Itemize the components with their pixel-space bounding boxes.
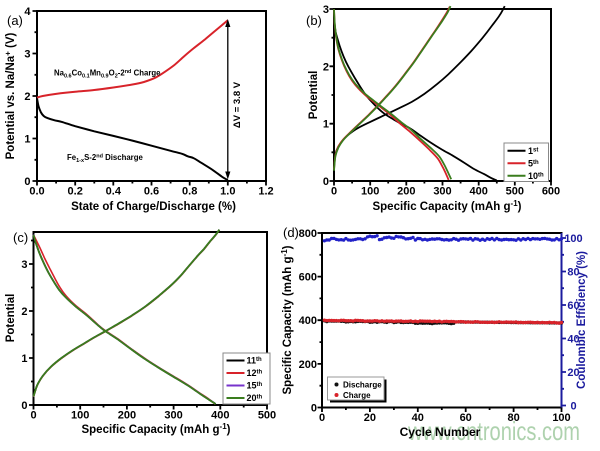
svg-text:20: 20 (364, 412, 376, 424)
svg-text:1: 1 (24, 134, 30, 146)
svg-text:100: 100 (552, 412, 570, 424)
svg-text:60: 60 (567, 300, 579, 312)
svg-text:200: 200 (299, 359, 317, 371)
svg-text:600: 600 (542, 186, 560, 198)
svg-text:800: 800 (299, 228, 317, 240)
svg-text:Potential: Potential (308, 71, 320, 120)
svg-text:Discharge: Discharge (343, 381, 382, 390)
svg-text:4: 4 (24, 6, 31, 18)
svg-text:0: 0 (311, 403, 317, 415)
svg-text:100: 100 (564, 233, 582, 245)
svg-text:Coulombic Efficiency (%): Coulombic Efficiency (%) (576, 251, 588, 389)
svg-text:(c): (c) (13, 230, 28, 245)
svg-text:3: 3 (323, 4, 329, 16)
svg-text:2: 2 (323, 61, 329, 73)
svg-text:Cycle Number: Cycle Number (400, 425, 481, 439)
svg-text:40: 40 (567, 334, 579, 346)
svg-text:1.2: 1.2 (258, 186, 273, 198)
svg-text:40: 40 (412, 412, 424, 424)
svg-text:Charge: Charge (343, 391, 371, 400)
svg-text:400: 400 (470, 186, 488, 198)
svg-text:0: 0 (319, 412, 325, 424)
svg-text:(d): (d) (283, 225, 299, 240)
svg-text:0: 0 (331, 186, 337, 198)
svg-text:Specific Capacity (mAh g-1): Specific Capacity (mAh g-1) (280, 245, 294, 394)
svg-text:0.6: 0.6 (144, 186, 159, 198)
svg-text:20: 20 (567, 367, 579, 379)
svg-text:1: 1 (21, 353, 27, 365)
svg-text:2: 2 (24, 91, 30, 103)
svg-text:0.8: 0.8 (182, 186, 197, 198)
svg-text:300: 300 (433, 186, 451, 198)
svg-text:80: 80 (507, 412, 519, 424)
svg-text:1.0: 1.0 (220, 186, 235, 198)
svg-text:500: 500 (506, 186, 524, 198)
svg-text:0.0: 0.0 (29, 186, 44, 198)
svg-text:3: 3 (24, 49, 30, 61)
svg-text:(a): (a) (7, 13, 23, 28)
svg-text:60: 60 (460, 412, 472, 424)
svg-text:Fe1-xS-2nd Discharge: Fe1-xS-2nd Discharge (67, 153, 143, 164)
svg-text:Potential vs. Na/Na+ (V): Potential vs. Na/Na+ (V) (4, 32, 18, 159)
svg-text:1st: 1st (528, 146, 538, 156)
svg-text:5th: 5th (528, 159, 539, 169)
svg-text:Na0.6Co0.1Mn0.9O2-2nd Charge: Na0.6Co0.1Mn0.9O2-2nd Charge (54, 69, 161, 80)
svg-text:0: 0 (30, 410, 36, 422)
svg-text:100: 100 (361, 186, 379, 198)
svg-text:State of Charge/Discharge (%): State of Charge/Discharge (%) (71, 201, 236, 213)
svg-text:200: 200 (397, 186, 415, 198)
svg-text:500: 500 (258, 410, 276, 422)
svg-text:Specific Capacity (mAh g-1): Specific Capacity (mAh g-1) (372, 199, 521, 213)
svg-text:100: 100 (71, 410, 89, 422)
svg-text:Potential: Potential (5, 294, 17, 343)
svg-text:0.2: 0.2 (68, 186, 83, 198)
svg-text:400: 400 (299, 315, 317, 327)
svg-text:ΔV = 3.8 V: ΔV = 3.8 V (232, 81, 243, 128)
svg-text:200: 200 (118, 410, 136, 422)
svg-text:80: 80 (567, 267, 579, 279)
svg-text:20th: 20th (247, 393, 263, 403)
svg-text:11th: 11th (247, 356, 263, 366)
svg-text:3: 3 (21, 259, 27, 271)
svg-text:10th: 10th (528, 171, 544, 181)
svg-text:(b): (b) (306, 13, 322, 28)
svg-text:600: 600 (299, 272, 317, 284)
svg-text:0: 0 (323, 176, 329, 188)
svg-text:300: 300 (164, 410, 182, 422)
svg-text:0: 0 (570, 401, 576, 413)
svg-text:1: 1 (323, 119, 329, 131)
svg-text:12th: 12th (247, 368, 263, 378)
svg-text:2: 2 (21, 306, 27, 318)
svg-text:0: 0 (24, 176, 30, 188)
svg-text:15th: 15th (247, 381, 263, 391)
svg-text:0: 0 (21, 400, 27, 412)
svg-text:Specific Capacity (mAh g-1): Specific Capacity (mAh g-1) (81, 422, 230, 436)
svg-text:0.4: 0.4 (106, 186, 122, 198)
svg-text:400: 400 (211, 410, 229, 422)
svg-text:www.cntronics.com: www.cntronics.com (407, 416, 580, 446)
